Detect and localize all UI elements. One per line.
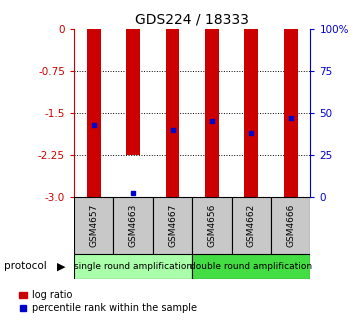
Bar xyxy=(153,197,192,254)
Text: GSM4663: GSM4663 xyxy=(129,203,138,247)
Bar xyxy=(192,254,310,279)
Bar xyxy=(87,29,101,197)
Bar xyxy=(113,197,153,254)
Bar xyxy=(205,29,219,197)
Bar xyxy=(284,29,298,197)
Bar xyxy=(126,29,140,155)
Bar xyxy=(74,197,113,254)
Bar xyxy=(192,197,232,254)
Title: GDS224 / 18333: GDS224 / 18333 xyxy=(135,12,249,26)
Text: ▶: ▶ xyxy=(57,261,66,271)
Text: GSM4657: GSM4657 xyxy=(89,203,98,247)
Bar xyxy=(166,29,179,197)
Text: GSM4662: GSM4662 xyxy=(247,204,256,247)
Bar xyxy=(74,254,192,279)
Text: double round amplification: double round amplification xyxy=(190,262,312,271)
Text: GSM4667: GSM4667 xyxy=(168,203,177,247)
Bar xyxy=(244,29,258,197)
Legend: log ratio, percentile rank within the sample: log ratio, percentile rank within the sa… xyxy=(19,290,197,313)
Bar xyxy=(232,197,271,254)
Text: single round amplification: single round amplification xyxy=(74,262,192,271)
Text: protocol: protocol xyxy=(4,261,46,271)
Bar xyxy=(271,197,310,254)
Text: GSM4656: GSM4656 xyxy=(208,203,217,247)
Text: GSM4666: GSM4666 xyxy=(286,203,295,247)
